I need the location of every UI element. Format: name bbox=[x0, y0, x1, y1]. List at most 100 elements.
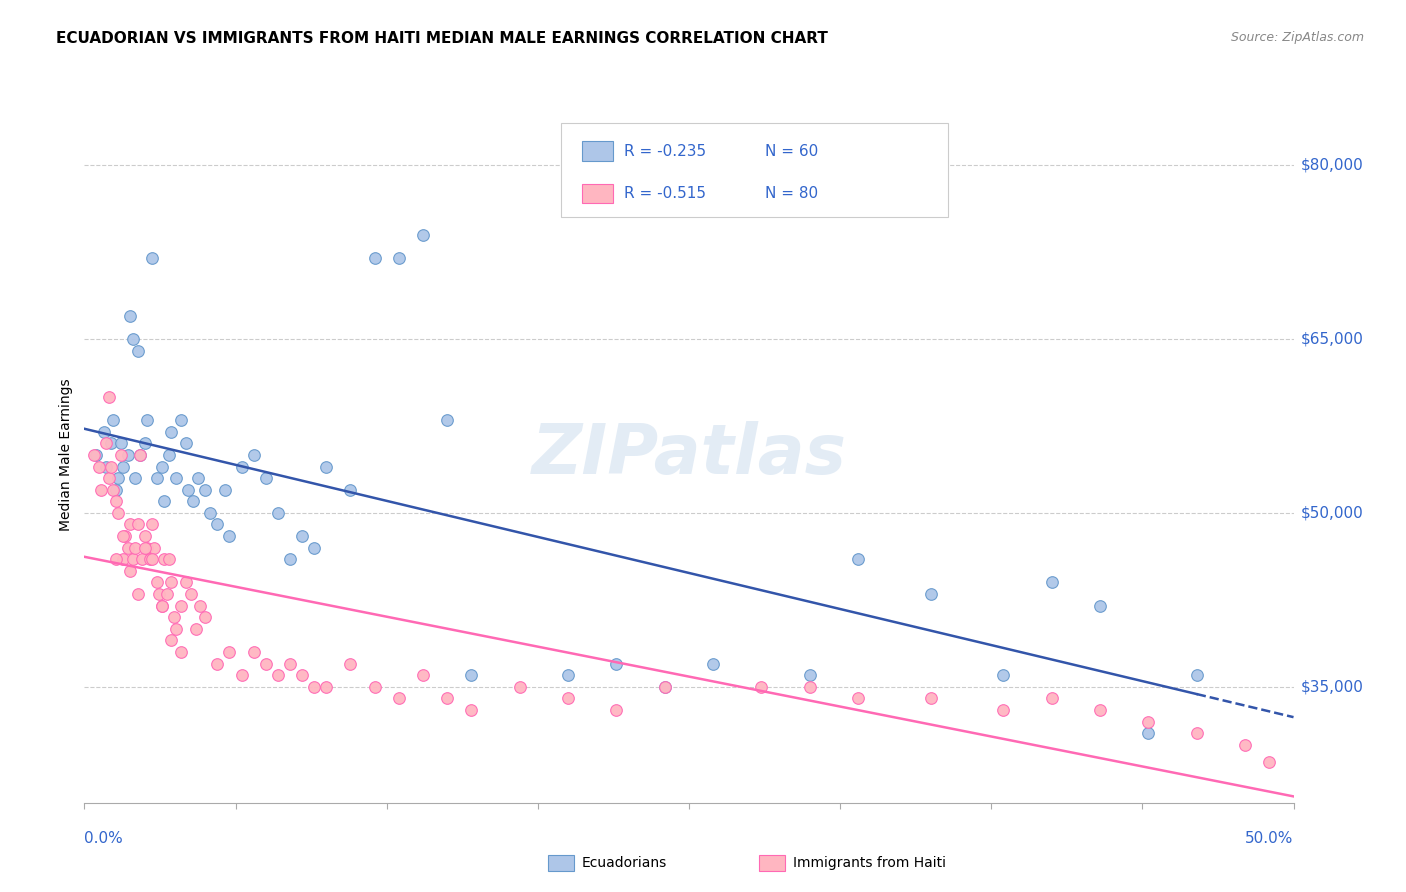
Point bbox=[94, 459, 117, 474]
Point bbox=[654, 680, 676, 694]
Point bbox=[170, 599, 193, 613]
Text: Source: ZipAtlas.com: Source: ZipAtlas.com bbox=[1230, 31, 1364, 45]
Point bbox=[267, 506, 290, 520]
Point bbox=[388, 691, 411, 706]
Point bbox=[100, 436, 122, 450]
Point bbox=[146, 575, 169, 590]
Point bbox=[1040, 575, 1063, 590]
Point bbox=[302, 541, 325, 555]
Point bbox=[90, 483, 112, 497]
Point bbox=[242, 448, 264, 462]
Point bbox=[114, 529, 136, 543]
Point bbox=[127, 587, 149, 601]
Point bbox=[100, 459, 122, 474]
Point bbox=[131, 552, 153, 566]
Point bbox=[190, 599, 212, 613]
Point bbox=[920, 691, 942, 706]
Point bbox=[460, 703, 482, 717]
Point bbox=[920, 587, 942, 601]
Text: ECUADORIAN VS IMMIGRANTS FROM HAITI MEDIAN MALE EARNINGS CORRELATION CHART: ECUADORIAN VS IMMIGRANTS FROM HAITI MEDI… bbox=[56, 31, 828, 46]
Point bbox=[143, 541, 166, 555]
Point bbox=[412, 227, 434, 242]
Point bbox=[124, 471, 146, 485]
Point bbox=[654, 680, 676, 694]
Point bbox=[153, 494, 176, 508]
Point bbox=[86, 448, 108, 462]
Point bbox=[1185, 668, 1208, 682]
Point bbox=[157, 552, 180, 566]
Point bbox=[107, 471, 129, 485]
Text: $35,000: $35,000 bbox=[1301, 680, 1364, 694]
Point bbox=[107, 506, 129, 520]
Point bbox=[557, 691, 579, 706]
Point bbox=[278, 657, 301, 671]
Point bbox=[83, 448, 105, 462]
Point bbox=[194, 610, 217, 624]
Point bbox=[117, 448, 139, 462]
Point bbox=[339, 657, 361, 671]
Point bbox=[218, 645, 240, 659]
Point bbox=[160, 633, 183, 648]
Point bbox=[1234, 738, 1257, 752]
Point bbox=[198, 506, 221, 520]
Point bbox=[1137, 726, 1160, 740]
Point bbox=[127, 517, 149, 532]
Point bbox=[278, 552, 301, 566]
Point bbox=[165, 622, 187, 636]
Point bbox=[993, 668, 1015, 682]
Point bbox=[97, 390, 120, 404]
Point bbox=[112, 529, 135, 543]
Point bbox=[187, 471, 209, 485]
Point bbox=[87, 459, 110, 474]
Point bbox=[702, 657, 724, 671]
Point bbox=[121, 332, 143, 346]
Point bbox=[339, 483, 361, 497]
Text: 0.0%: 0.0% bbox=[84, 831, 124, 847]
Point bbox=[155, 587, 177, 601]
Point bbox=[436, 691, 458, 706]
Point bbox=[150, 459, 173, 474]
Point bbox=[388, 251, 411, 265]
Point bbox=[291, 529, 314, 543]
Point bbox=[605, 703, 627, 717]
Point bbox=[146, 471, 169, 485]
Text: ZIPatlas: ZIPatlas bbox=[531, 421, 846, 489]
Point bbox=[181, 494, 204, 508]
Point bbox=[150, 599, 173, 613]
Point bbox=[170, 645, 193, 659]
Point bbox=[799, 668, 821, 682]
Text: $65,000: $65,000 bbox=[1301, 332, 1364, 346]
Point bbox=[138, 552, 160, 566]
Point bbox=[267, 668, 290, 682]
Point bbox=[436, 413, 458, 427]
Point bbox=[254, 471, 277, 485]
Text: 50.0%: 50.0% bbox=[1246, 831, 1294, 847]
Point bbox=[120, 309, 142, 323]
Point bbox=[157, 448, 180, 462]
Point bbox=[302, 680, 325, 694]
Text: N = 80: N = 80 bbox=[765, 186, 818, 201]
Point bbox=[509, 680, 531, 694]
Point bbox=[103, 413, 125, 427]
Point bbox=[160, 425, 183, 439]
Point bbox=[103, 483, 125, 497]
Point bbox=[110, 436, 132, 450]
Point bbox=[129, 448, 152, 462]
Point bbox=[104, 483, 127, 497]
Point bbox=[363, 251, 385, 265]
Point bbox=[136, 413, 159, 427]
Point bbox=[254, 657, 277, 671]
Y-axis label: Median Male Earnings: Median Male Earnings bbox=[59, 378, 73, 532]
Text: Ecuadorians: Ecuadorians bbox=[582, 856, 668, 871]
Point bbox=[184, 622, 207, 636]
Point bbox=[605, 657, 627, 671]
Point bbox=[291, 668, 314, 682]
Point bbox=[460, 668, 482, 682]
Point bbox=[104, 552, 127, 566]
Point bbox=[124, 541, 146, 555]
Point bbox=[120, 517, 142, 532]
Point bbox=[846, 552, 869, 566]
Point bbox=[1185, 726, 1208, 740]
Point bbox=[134, 436, 156, 450]
Point bbox=[160, 575, 183, 590]
